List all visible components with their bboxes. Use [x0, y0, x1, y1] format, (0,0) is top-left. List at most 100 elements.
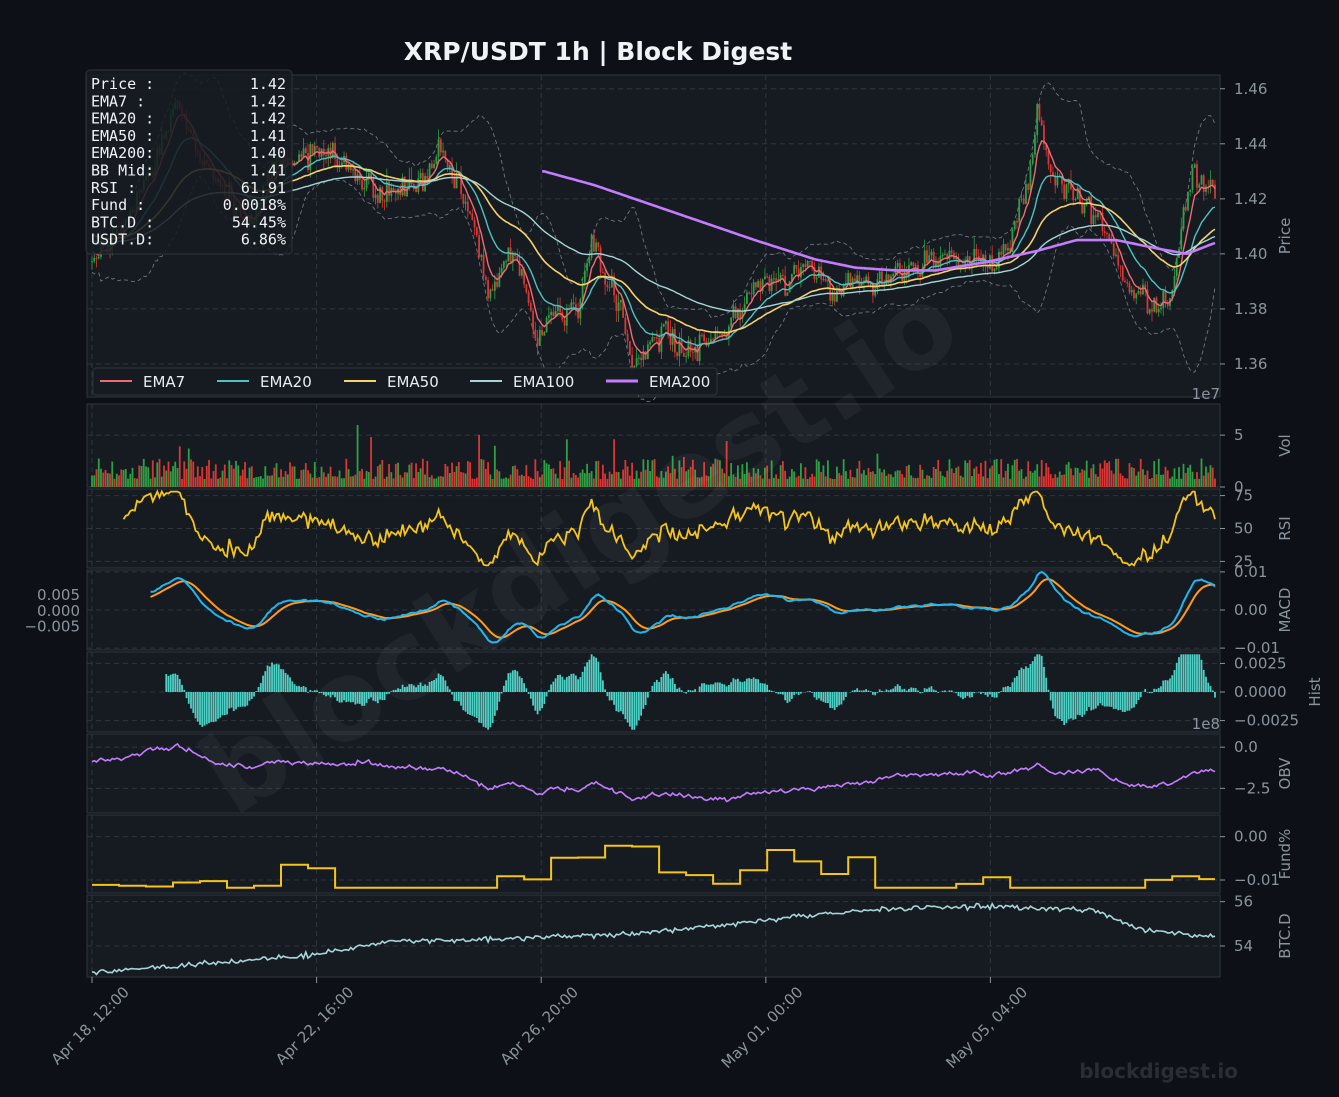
candle-body [905, 269, 908, 277]
candle-body [664, 321, 667, 324]
hist-bar [1153, 688, 1156, 692]
hist-bar [196, 692, 199, 722]
hist-bar [320, 692, 323, 694]
hist-bar [583, 666, 586, 692]
hist-bar [322, 692, 325, 695]
volume-bar [129, 473, 132, 487]
candle-body [1097, 212, 1099, 218]
volume-bar [759, 475, 762, 487]
volume-bar [259, 476, 262, 487]
volume-bar [592, 478, 595, 487]
volume-bar [498, 471, 501, 487]
hist-bar [282, 669, 285, 692]
candle-body [316, 145, 318, 148]
volume-bar [289, 462, 291, 487]
candle-body [365, 179, 368, 189]
volume-bar [1022, 478, 1025, 487]
candle-body [1153, 297, 1156, 312]
info-box: Price : 1.42 EMA7 : 1.42 EMA20 : 1.42 EMA50 : 1… [85, 69, 293, 255]
candle-body [1119, 265, 1122, 267]
hist-bar [1101, 692, 1104, 706]
volume-bar [500, 478, 503, 487]
candle-body [1027, 184, 1030, 190]
volume-bar [863, 470, 865, 487]
hist-bar [694, 689, 697, 692]
candle-body [1000, 251, 1003, 255]
candle-body [1029, 163, 1032, 190]
volume-bar [124, 469, 127, 487]
price-ytick-label: 1.42 [1234, 190, 1267, 208]
volume-ytick-label: 0 [1234, 478, 1244, 496]
candle-body [1022, 198, 1025, 204]
candle-body [815, 277, 818, 280]
hist-bar [752, 677, 755, 692]
hist-bar [831, 692, 834, 709]
volume-bar [694, 469, 697, 487]
volume-bar [752, 467, 755, 487]
candle-body [750, 293, 753, 295]
hist-bar [538, 692, 541, 711]
volume-bar [221, 470, 224, 487]
candle-body [899, 263, 901, 273]
hist-bar [275, 663, 278, 692]
macd-line [150, 570, 1216, 644]
info-label: USDT.D: [91, 231, 154, 249]
hist-bar [471, 692, 474, 716]
volume-bar [649, 470, 652, 487]
hist-bar [680, 690, 683, 692]
hist-bar [181, 684, 183, 692]
candle-body [914, 265, 917, 267]
legend-label-ema20: EMA20 [260, 373, 312, 391]
hist-bar [403, 687, 406, 692]
volume-bar [520, 474, 523, 487]
hist-bar [581, 671, 584, 692]
volume-bar [1058, 471, 1061, 487]
volume-bar [210, 478, 213, 487]
volume-bar [678, 460, 681, 487]
hist-bar [757, 679, 760, 692]
candle-body [619, 299, 622, 303]
hist-bar [343, 692, 345, 701]
info-value: 1.42 [250, 110, 286, 128]
hist-bar [212, 692, 215, 723]
volume-bar [266, 475, 269, 487]
candle-body [523, 269, 525, 285]
volume-bar [338, 470, 341, 487]
hist-bar [1061, 692, 1063, 722]
volume-bar [689, 466, 692, 487]
hist-bar [489, 692, 492, 728]
volume-bar [372, 478, 375, 487]
hist-bar [1083, 692, 1086, 715]
volume-bar [876, 453, 879, 487]
candle-body [791, 274, 793, 282]
candle-body [304, 148, 307, 153]
volume-bar [1004, 470, 1007, 487]
candle-body [574, 304, 577, 311]
hist-bar [352, 692, 354, 703]
hist-bar [784, 692, 787, 701]
panel-funding [86, 814, 1221, 894]
hist-bar [183, 689, 186, 692]
hist-bar [307, 692, 309, 693]
candle-body [529, 303, 532, 311]
candle-body [518, 260, 521, 276]
hist-bar [228, 692, 231, 709]
hist-bar [664, 671, 667, 692]
candle-body [685, 355, 688, 357]
volume-bar [1052, 478, 1054, 487]
hist-bar [570, 673, 573, 692]
candle-body [406, 188, 408, 197]
candle-body [718, 332, 721, 334]
volume-bar [140, 465, 143, 487]
volume-bar [536, 471, 539, 487]
candle-body [1200, 175, 1203, 185]
candle-body [896, 263, 899, 267]
hist-bar [1031, 661, 1034, 692]
hist-bar [935, 690, 937, 692]
macd-ytick-label: 0.01 [1234, 563, 1267, 581]
volume-bar [487, 462, 489, 487]
hist-bar [203, 692, 206, 726]
hist-bar [1193, 654, 1196, 692]
hist-bar [325, 692, 327, 697]
volume-bar [511, 466, 514, 487]
